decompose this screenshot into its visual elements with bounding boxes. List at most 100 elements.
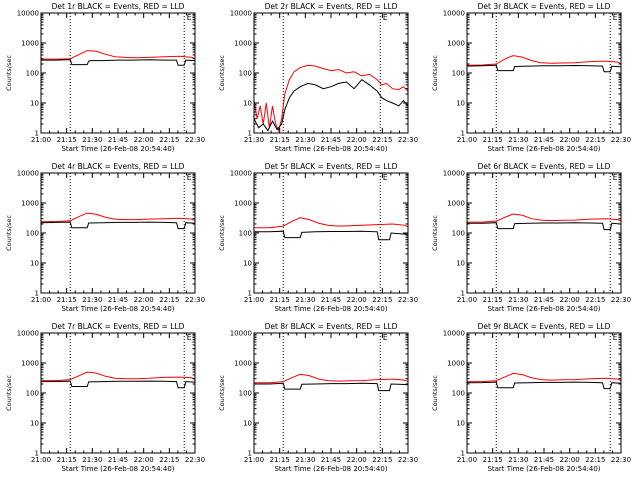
chart-svg-2: Det 2r BLACK = Events, RED = LLD Counts/s… (218, 2, 418, 153)
detector-panel-9: Det 9r BLACK = Events, RED = LLD Counts/s… (426, 320, 639, 480)
x-tick-label: 22:30 (398, 296, 418, 304)
x-tick-label: 21:30 (508, 136, 528, 144)
x-tick-label: 22:15 (159, 296, 179, 304)
event-marker-label: E (613, 173, 618, 182)
x-tick-label: 22:00 (560, 456, 580, 464)
x-tick-label: 21:00 (244, 456, 264, 464)
y-tick-label: 10000 (443, 330, 465, 338)
chart-svg-6: Det 6r BLACK = Events, RED = LLD Counts/s… (431, 162, 631, 313)
y-tick-label: 10 (30, 100, 39, 108)
x-tick-label: 21:45 (321, 136, 341, 144)
detector-panel-8: Det 8r BLACK = Events, RED = LLD Counts/s… (213, 320, 426, 480)
chart-svg-5: Det 5r BLACK = Events, RED = LLD Counts/s… (218, 162, 418, 313)
x-tick-label: 21:45 (108, 136, 128, 144)
x-tick-label: 21:45 (321, 296, 341, 304)
y-tick-label: 100 (452, 230, 465, 238)
y-tick-label: 1000 (447, 200, 465, 208)
x-tick-label: 21:30 (82, 456, 102, 464)
x-tick-label: 21:15 (57, 136, 77, 144)
event-marker-label: E (187, 13, 192, 22)
chart-svg-4: Det 4r BLACK = Events, RED = LLD Counts/s… (5, 162, 205, 313)
y-tick-label: 100 (452, 70, 465, 78)
x-tick-label: 21:45 (321, 456, 341, 464)
chart-title: Det 2r BLACK = Events, RED = LLD (265, 2, 398, 11)
y-tick-label: 10 (456, 260, 465, 268)
series-line-events (254, 382, 408, 392)
x-tick-label: 21:30 (295, 456, 315, 464)
series-line-lld (41, 371, 195, 382)
y-axis-label: Counts/sec (218, 55, 226, 91)
x-tick-label: 21:00 (457, 456, 477, 464)
y-tick-label: 10000 (443, 170, 465, 178)
detector-panel-1: Det 1r BLACK = Events, RED = LLD Counts/s… (0, 0, 213, 160)
series-line-lld (254, 217, 408, 229)
y-tick-label: 1000 (234, 40, 252, 48)
x-tick-label: 22:30 (398, 456, 418, 464)
x-tick-label: 22:30 (398, 136, 418, 144)
plot-frame (253, 172, 409, 294)
x-tick-label: 22:30 (611, 136, 631, 144)
x-tick-label: 21:45 (534, 456, 554, 464)
series-line-events (254, 230, 408, 241)
x-tick-label: 22:30 (185, 136, 205, 144)
x-tick-label: 21:00 (457, 296, 477, 304)
y-tick-label: 1 (35, 450, 39, 458)
y-tick-label: 10 (456, 100, 465, 108)
y-tick-label: 1 (35, 290, 39, 298)
chart-title: Det 6r BLACK = Events, RED = LLD (478, 162, 611, 171)
plot-frame (466, 172, 622, 294)
x-tick-label: 21:30 (82, 296, 102, 304)
x-tick-label: 21:30 (295, 136, 315, 144)
chart-svg-8: Det 8r BLACK = Events, RED = LLD Counts/s… (218, 322, 418, 473)
y-axis-label: Counts/sec (218, 375, 226, 411)
y-axis-label: Counts/sec (218, 215, 226, 251)
event-marker-label: E (383, 333, 388, 342)
y-tick-label: 10 (243, 420, 252, 428)
x-axis-label: Start Time (26-Feb-08 20:54:40) (487, 465, 600, 473)
event-marker-label: E (383, 13, 388, 22)
x-tick-label: 22:15 (585, 456, 605, 464)
y-tick-label: 1 (248, 130, 252, 138)
y-tick-label: 10000 (17, 170, 39, 178)
x-tick-label: 22:30 (185, 296, 205, 304)
x-tick-label: 22:15 (372, 456, 392, 464)
y-tick-label: 1000 (447, 40, 465, 48)
y-tick-label: 10 (30, 420, 39, 428)
x-tick-label: 21:15 (483, 456, 503, 464)
y-tick-label: 10000 (230, 10, 252, 18)
y-axis-label: Counts/sec (5, 55, 13, 91)
chart-svg-3: Det 3r BLACK = Events, RED = LLD Counts/s… (431, 2, 631, 153)
y-tick-label: 100 (26, 70, 39, 78)
series-line-events (467, 381, 621, 390)
detector-panel-3: Det 3r BLACK = Events, RED = LLD Counts/s… (426, 0, 639, 160)
event-marker-label: E (613, 13, 618, 22)
x-tick-label: 22:15 (372, 296, 392, 304)
y-tick-label: 100 (239, 70, 252, 78)
x-tick-label: 22:15 (159, 136, 179, 144)
y-axis-label: Counts/sec (5, 375, 13, 411)
chart-title: Det 3r BLACK = Events, RED = LLD (478, 2, 611, 11)
x-tick-label: 22:30 (611, 296, 631, 304)
x-tick-label: 22:15 (159, 456, 179, 464)
x-tick-label: 21:30 (508, 296, 528, 304)
detector-panel-2: Det 2r BLACK = Events, RED = LLD Counts/s… (213, 0, 426, 160)
y-tick-label: 10 (456, 420, 465, 428)
y-tick-label: 1000 (234, 200, 252, 208)
chart-svg-7: Det 7r BLACK = Events, RED = LLD Counts/s… (5, 322, 205, 473)
detector-panel-6: Det 6r BLACK = Events, RED = LLD Counts/s… (426, 160, 639, 320)
x-tick-label: 21:45 (534, 296, 554, 304)
plot-frame (40, 332, 196, 454)
series-line-events (41, 59, 195, 66)
x-tick-label: 22:15 (585, 296, 605, 304)
y-axis-label: Counts/sec (431, 55, 439, 91)
y-tick-label: 1000 (447, 360, 465, 368)
x-tick-label: 22:00 (134, 136, 154, 144)
event-marker-label: E (613, 333, 618, 342)
x-tick-label: 21:30 (508, 456, 528, 464)
x-axis-label: Start Time (26-Feb-08 20:54:40) (274, 305, 387, 313)
y-tick-label: 10000 (230, 330, 252, 338)
series-line-lld (254, 64, 408, 133)
detector-panel-4: Det 4r BLACK = Events, RED = LLD Counts/s… (0, 160, 213, 320)
y-tick-label: 10000 (443, 10, 465, 18)
x-tick-label: 21:00 (244, 296, 264, 304)
